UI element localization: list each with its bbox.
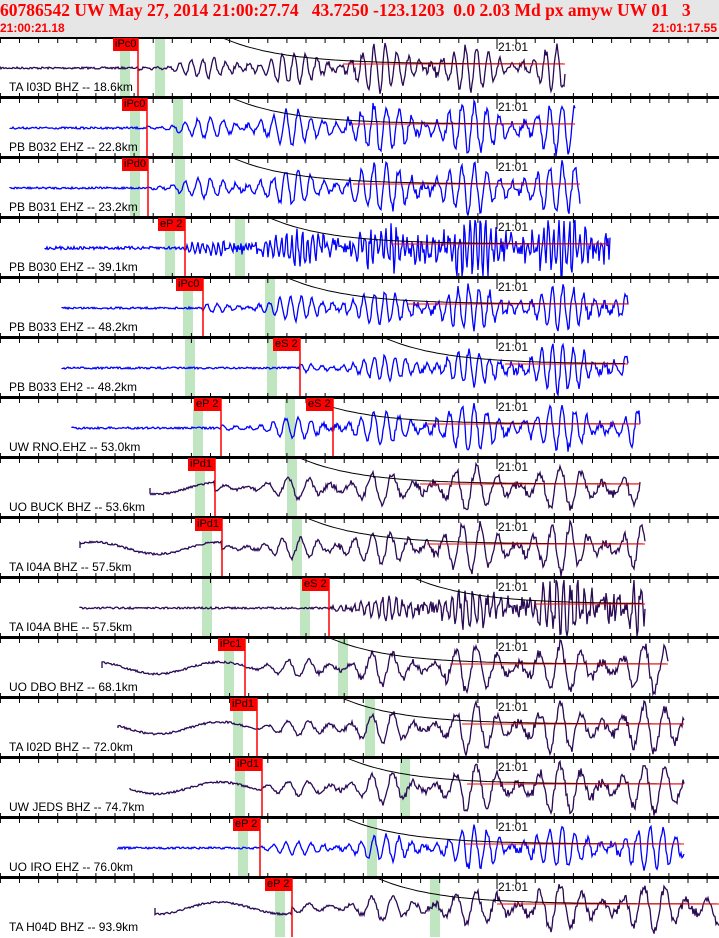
coda-curve — [413, 577, 642, 604]
station-label: TA I03D BHZ -- 18.6km — [9, 80, 133, 94]
station-label: UO DBO BHZ -- 68.1km — [9, 680, 138, 694]
pick-window-band — [275, 878, 285, 937]
pick-label[interactable]: iPc1 — [218, 638, 245, 651]
header-bar: 60786542 UW May 27, 2014 21:00:27.74 43.… — [0, 0, 719, 37]
pick-window-band — [155, 38, 165, 97]
time-marker-label: 21:01 — [498, 820, 529, 834]
pick-window-band — [224, 638, 234, 697]
time-marker-label: 21:01 — [498, 160, 529, 174]
waveform-trace — [71, 403, 641, 452]
pick-window-band — [175, 158, 185, 217]
station-label: TA I02D BHZ -- 72.0km — [9, 740, 133, 754]
pick-label[interactable]: eS 2 — [273, 338, 300, 351]
pick-label[interactable]: iPd1 — [230, 698, 257, 711]
time-marker-label: 21:01 — [498, 760, 529, 774]
pick-window-band — [173, 98, 183, 157]
time-marker-label: 21:01 — [498, 340, 529, 354]
time-marker-label: 21:01 — [498, 580, 529, 594]
station-label: UO IRO EHZ -- 76.0km — [9, 860, 134, 874]
pick-window-band — [400, 758, 410, 817]
pick-window-band — [430, 878, 440, 937]
waveform-trace — [79, 518, 646, 577]
coda-curve — [376, 877, 717, 905]
station-label: UO BUCK BHZ -- 53.6km — [9, 500, 146, 514]
pick-window-band — [195, 458, 205, 517]
pick-label[interactable]: iPd1 — [235, 758, 262, 771]
waveform-trace — [117, 699, 685, 757]
pick-label[interactable]: iPc0 — [113, 38, 138, 51]
coda-curve — [384, 337, 625, 364]
waveform-trace — [154, 884, 719, 934]
station-label: PB B030 EHZ -- 39.1km — [9, 260, 138, 274]
pick-label[interactable]: eP 2 — [265, 878, 292, 891]
pick-window-band — [233, 698, 243, 757]
waveform-trace — [149, 461, 641, 511]
pick-label[interactable]: iPd1 — [188, 458, 215, 471]
end-time: 21:01:17.55 — [652, 21, 717, 35]
pick-label[interactable]: eS 2 — [306, 398, 333, 411]
pick-label[interactable]: iPd0 — [122, 158, 148, 171]
pick-window-band — [202, 518, 212, 577]
station-label: UW RNO.EHZ -- 53.0km — [9, 440, 141, 454]
waveform-trace — [79, 579, 646, 637]
time-marker-label: 21:01 — [498, 520, 529, 534]
time-marker-label: 21:01 — [498, 220, 529, 234]
station-label: PB B031 EHZ -- 23.2km — [9, 200, 138, 214]
waveform-trace — [117, 824, 685, 871]
station-label: TA I04A BHZ -- 57.5km — [9, 560, 132, 574]
waveform-trace — [61, 342, 629, 398]
time-marker-label: 21:01 — [498, 400, 529, 414]
time-marker-label: 21:01 — [498, 100, 529, 114]
pick-window-band — [285, 398, 295, 457]
pick-window-band — [265, 278, 275, 337]
pick-window-band — [287, 458, 297, 517]
time-marker-label: 21:01 — [498, 280, 529, 294]
pick-label[interactable]: iPc0 — [176, 278, 203, 291]
station-label: PB B033 EHZ -- 48.2km — [9, 320, 138, 334]
time-marker-label: 21:01 — [498, 700, 529, 714]
time-marker-label: 21:01 — [498, 460, 529, 474]
seismogram-canvas — [0, 37, 719, 937]
event-title: 60786542 UW May 27, 2014 21:00:27.74 43.… — [0, 0, 691, 20]
pick-window-band — [367, 818, 377, 877]
station-label: PB B033 EH2 -- 48.2km — [9, 380, 138, 394]
waveform-trace — [101, 639, 669, 697]
pick-window-band — [120, 38, 130, 97]
station-label: PB B032 EHZ -- 22.8km — [9, 140, 138, 154]
pick-label[interactable]: iPd1 — [195, 518, 222, 531]
pick-window-band — [365, 698, 375, 757]
waveform-trace — [44, 219, 611, 277]
pick-window-band — [130, 158, 140, 217]
time-marker-label: 21:01 — [498, 880, 529, 894]
pick-window-band — [338, 638, 348, 697]
pick-label[interactable]: iPc0 — [122, 98, 147, 111]
time-marker-label: 21:01 — [498, 40, 529, 54]
time-marker-label: 21:01 — [498, 640, 529, 654]
pick-label[interactable]: eP 2 — [158, 218, 185, 231]
waveform-trace — [9, 160, 581, 216]
station-label: TA I04A BHE -- 57.5km — [9, 620, 133, 634]
pick-label[interactable]: eP 2 — [194, 398, 221, 411]
pick-label[interactable]: eS 2 — [302, 578, 329, 591]
record-section: iPc0 21:01 TA I03D BHZ -- 18.6km iPc0 21:01 P… — [0, 37, 719, 938]
station-label: UW JEDS BHZ -- 74.7km — [9, 800, 145, 814]
waveform-trace — [129, 759, 685, 816]
start-time: 21:00:21.18 — [0, 21, 65, 35]
pick-window-band — [235, 758, 245, 817]
waveform-trace — [61, 283, 629, 332]
pick-label[interactable]: eP 2 — [233, 818, 260, 831]
coda-curve — [299, 457, 640, 485]
waveform-trace — [9, 98, 576, 157]
station-label: TA H04D BHZ -- 93.9km — [9, 920, 139, 934]
